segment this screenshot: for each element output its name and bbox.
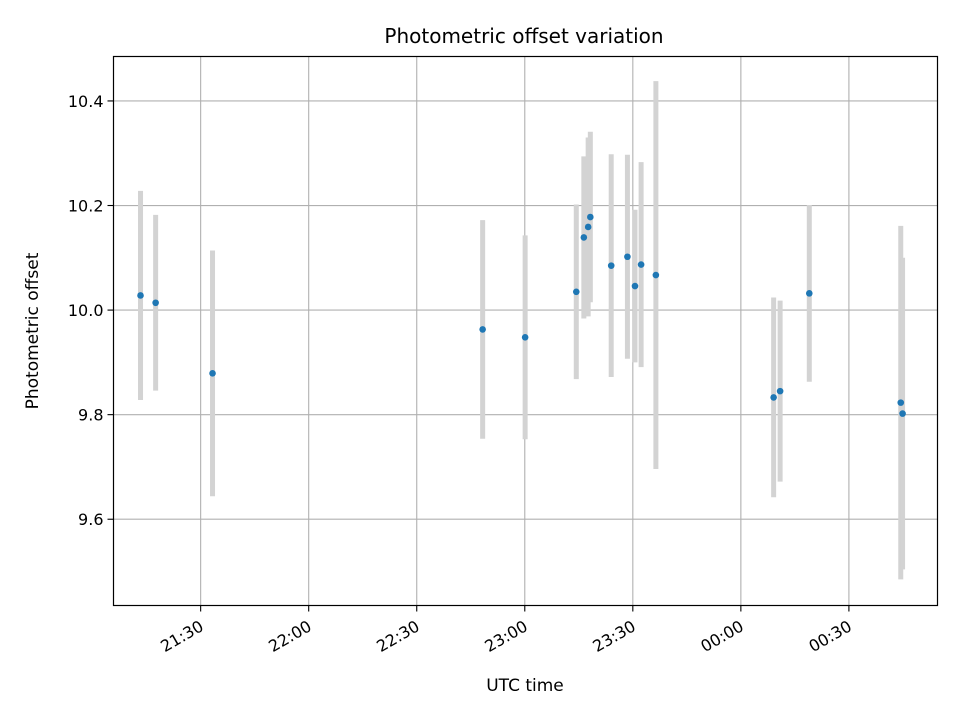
data-point xyxy=(776,387,784,395)
chart-title: Photometric offset variation xyxy=(384,24,663,48)
x-tick-label: 22:00 xyxy=(265,617,314,657)
y-tick-label: 10.2 xyxy=(68,197,104,216)
data-point xyxy=(770,394,777,401)
data-point xyxy=(209,370,216,377)
error-bars xyxy=(138,81,906,580)
y-tick-label: 9.6 xyxy=(78,510,103,529)
x-axis-label: UTC time xyxy=(486,676,564,696)
y-tick-label: 9.8 xyxy=(78,406,103,425)
data-point xyxy=(637,261,645,268)
data-point xyxy=(572,288,580,296)
x-tick-label: 21:30 xyxy=(157,617,206,657)
data-point xyxy=(624,253,631,261)
y-axis-ticks: 9.6 9.8 10.0 10.2 10.4 xyxy=(68,92,114,529)
data-point xyxy=(899,410,906,417)
data-point xyxy=(152,299,159,307)
x-tick-label: 00:00 xyxy=(697,617,746,657)
plot-frame xyxy=(112,55,939,607)
data-point xyxy=(631,282,639,290)
data-point xyxy=(479,326,486,333)
x-tick-label: 23:30 xyxy=(589,617,638,657)
data-point xyxy=(580,234,588,241)
x-axis-ticks: 21:30 22:00 22:30 23:00 23:30 00:00 00:30 xyxy=(157,605,855,657)
y-tick-label: 10.4 xyxy=(68,92,104,111)
data-point xyxy=(584,223,592,231)
x-tick-label: 23:00 xyxy=(481,617,530,657)
data-point xyxy=(897,399,905,406)
data-point xyxy=(587,213,594,221)
data-point xyxy=(137,292,144,299)
x-tick-label: 00:30 xyxy=(805,617,854,657)
y-tick-label: 10.0 xyxy=(68,301,104,320)
x-tick-label: 22:30 xyxy=(373,617,422,657)
data-point xyxy=(607,262,615,269)
data-point xyxy=(652,271,660,279)
data-points xyxy=(137,213,906,417)
data-point xyxy=(521,333,529,341)
data-point xyxy=(805,290,813,297)
y-axis-label: Photometric offset xyxy=(23,252,43,409)
